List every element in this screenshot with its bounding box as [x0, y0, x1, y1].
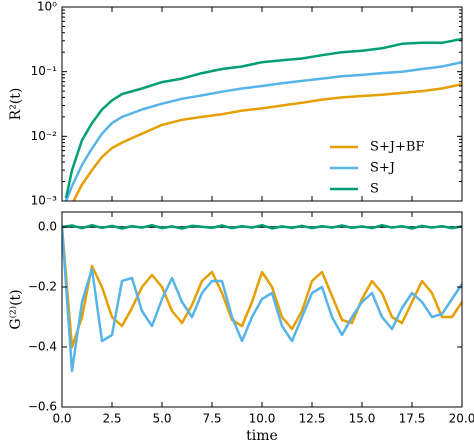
y-tick-label: −0.6: [28, 400, 57, 414]
y-axis-label: G⁽²⁾(t): [8, 289, 24, 329]
x-tick-label: 17.5: [399, 412, 426, 426]
y-tick-label: 10⁰: [37, 0, 57, 14]
series-line: [72, 82, 462, 201]
series-line: [64, 37, 462, 199]
y-tick-label: 10⁻¹: [31, 64, 58, 78]
legend-label: S+J+BF: [370, 140, 424, 155]
x-tick-label: 10.0: [249, 412, 276, 426]
legend-label: S+J: [370, 161, 395, 176]
y-axis-label: R²(t): [8, 88, 24, 121]
x-tick-label: 15.0: [349, 412, 376, 426]
x-tick-label: 12.5: [299, 412, 326, 426]
x-tick-label: 5.0: [152, 412, 171, 426]
series-line: [62, 226, 462, 349]
x-tick-label: 7.5: [202, 412, 221, 426]
axes-frame: [61, 6, 463, 202]
x-axis-label: time: [246, 428, 278, 443]
y-tick-label: −0.4: [28, 340, 57, 354]
y-tick-label: 10⁻³: [31, 194, 58, 208]
y-tick-label: −0.2: [28, 280, 57, 294]
plot-area: [62, 223, 462, 373]
x-tick-label: 0.0: [52, 412, 71, 426]
series-line: [62, 226, 462, 373]
series-line: [64, 60, 462, 201]
plot-area: [64, 37, 462, 201]
y-tick-label: 10⁻²: [31, 129, 58, 143]
y-tick-label: 0.0: [38, 220, 57, 234]
x-tick-label: 20.0: [449, 412, 474, 426]
series-line: [62, 223, 462, 230]
legend-label: S: [370, 182, 379, 197]
x-tick-label: 2.5: [102, 412, 121, 426]
